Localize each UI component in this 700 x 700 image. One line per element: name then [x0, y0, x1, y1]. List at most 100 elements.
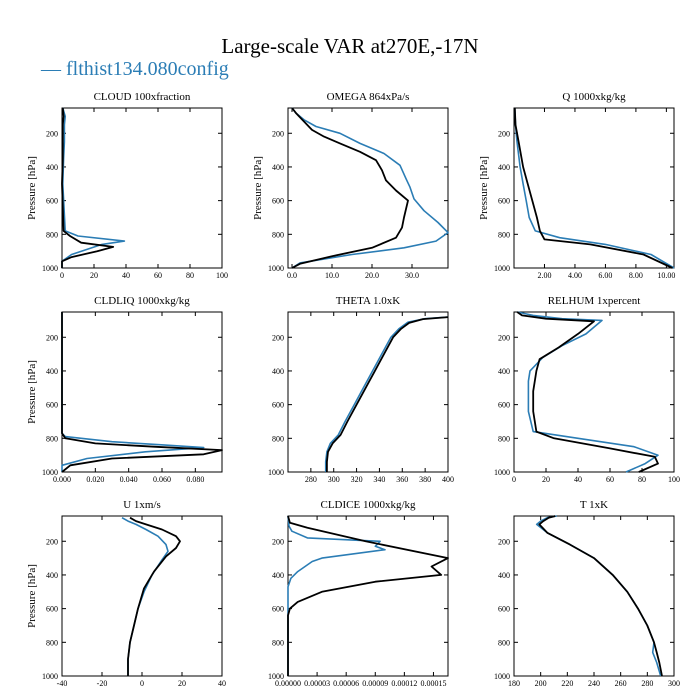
x-tick-label: -20 [97, 679, 108, 688]
y-tick-label: 600 [498, 401, 510, 410]
x-tick-label: 0.000 [53, 475, 71, 484]
y-tick-label: 800 [498, 230, 510, 239]
x-tick-label: 340 [373, 475, 385, 484]
x-tick-label: 10.00 [657, 271, 675, 280]
plot-title: THETA 1.0xK [336, 295, 401, 307]
y-axis-label: Pressure [hPa] [26, 564, 38, 628]
x-tick-label: 0 [60, 271, 64, 280]
x-tick-label: 8.00 [629, 271, 643, 280]
y-tick-label: 400 [46, 163, 58, 172]
x-tick-label: 0.040 [120, 475, 138, 484]
x-tick-label: 0.00006 [333, 679, 359, 688]
series-line-model [291, 107, 449, 269]
y-tick-label: 1000 [494, 264, 510, 273]
legend-entry-model: — flthist134.080config [41, 58, 229, 80]
plot-title: U 1xm/s [123, 499, 161, 511]
x-tick-label: 20.0 [365, 271, 379, 280]
x-tick-label: 300 [328, 475, 340, 484]
y-tick-label: 400 [46, 571, 58, 580]
plot-title: T 1xK [580, 499, 608, 511]
y-tick-label: 1000 [268, 468, 284, 477]
series-line-observed [287, 515, 449, 676]
y-tick-label: 600 [498, 605, 510, 614]
y-tick-label: 200 [498, 537, 510, 546]
series-line-observed [291, 107, 409, 269]
series-line-observed [513, 107, 673, 269]
x-tick-label: 240 [588, 679, 600, 688]
y-tick-label: 1000 [268, 672, 284, 681]
x-tick-label: 2.00 [537, 271, 551, 280]
plot-frame [513, 311, 675, 473]
y-tick-label: 600 [46, 197, 58, 206]
y-tick-label: 1000 [42, 468, 58, 477]
plot-title: OMEGA 864xPa/s [327, 91, 410, 103]
y-tick-label: 600 [46, 605, 58, 614]
x-tick-label: 10.0 [325, 271, 339, 280]
y-tick-label: 600 [272, 401, 284, 410]
x-tick-label: 30.0 [405, 271, 419, 280]
x-tick-label: 280 [305, 475, 317, 484]
series-line-model [535, 515, 662, 677]
plot-title: Q 1000xkg/kg [562, 91, 626, 103]
x-tick-label: 100 [216, 271, 228, 280]
plot-title: RELHUM 1xpercent [548, 295, 641, 307]
y-tick-label: 1000 [42, 264, 58, 273]
x-tick-label: 400 [442, 475, 454, 484]
y-tick-label: 800 [272, 434, 284, 443]
x-tick-label: 0.080 [186, 475, 204, 484]
x-tick-label: 4.00 [568, 271, 582, 280]
plot-frame [513, 515, 675, 677]
series-line-observed [538, 515, 663, 677]
y-tick-label: 600 [272, 197, 284, 206]
y-tick-label: 400 [498, 571, 510, 580]
y-tick-label: 200 [498, 129, 510, 138]
y-axis-label: Pressure [hPa] [26, 156, 38, 220]
series-line-model [287, 515, 386, 676]
x-tick-label: 0 [140, 679, 144, 688]
x-tick-label: 0.00009 [362, 679, 388, 688]
y-tick-label: 800 [272, 230, 284, 239]
y-tick-label: 200 [272, 537, 284, 546]
x-tick-label: 300 [668, 679, 680, 688]
series-line-observed [516, 311, 659, 473]
x-tick-label: 20 [90, 271, 98, 280]
y-tick-label: 200 [46, 129, 58, 138]
x-tick-label: 0 [512, 475, 516, 484]
x-tick-label: 20 [178, 679, 186, 688]
y-axis-label: Pressure [hPa] [252, 156, 264, 220]
x-tick-label: 80 [186, 271, 194, 280]
y-tick-label: 800 [46, 638, 58, 647]
x-tick-label: 360 [396, 475, 408, 484]
x-tick-label: 0.060 [153, 475, 171, 484]
x-tick-label: 40 [122, 271, 130, 280]
series-line-observed [61, 312, 223, 473]
x-tick-label: 40 [574, 475, 582, 484]
y-tick-label: 800 [498, 434, 510, 443]
x-tick-label: 0.00000 [275, 679, 301, 688]
y-tick-label: 800 [272, 638, 284, 647]
figure-title: Large-scale VAR at270E,-17N [221, 34, 479, 58]
x-tick-label: 80 [638, 475, 646, 484]
y-tick-label: 200 [46, 537, 58, 546]
x-tick-label: 380 [419, 475, 431, 484]
plot-title: CLOUD 100xfraction [94, 91, 191, 103]
x-tick-label: 6.00 [598, 271, 612, 280]
y-tick-label: 800 [498, 638, 510, 647]
series-line-observed [127, 516, 181, 676]
y-tick-label: 400 [46, 367, 58, 376]
plot-frame [513, 107, 675, 269]
series-line-observed [325, 316, 449, 472]
y-tick-label: 200 [46, 333, 58, 342]
series-line-model [61, 107, 126, 268]
x-tick-label: -40 [57, 679, 68, 688]
y-tick-label: 1000 [494, 468, 510, 477]
y-tick-label: 1000 [42, 672, 58, 681]
x-tick-label: 0.00003 [304, 679, 330, 688]
y-tick-label: 200 [272, 129, 284, 138]
x-tick-label: 180 [508, 679, 520, 688]
plot-title: CLDLIQ 1000xkg/kg [94, 295, 190, 307]
series-line-model [324, 316, 449, 472]
x-tick-label: 0.0 [287, 271, 297, 280]
y-axis-label: Pressure [hPa] [478, 156, 490, 220]
